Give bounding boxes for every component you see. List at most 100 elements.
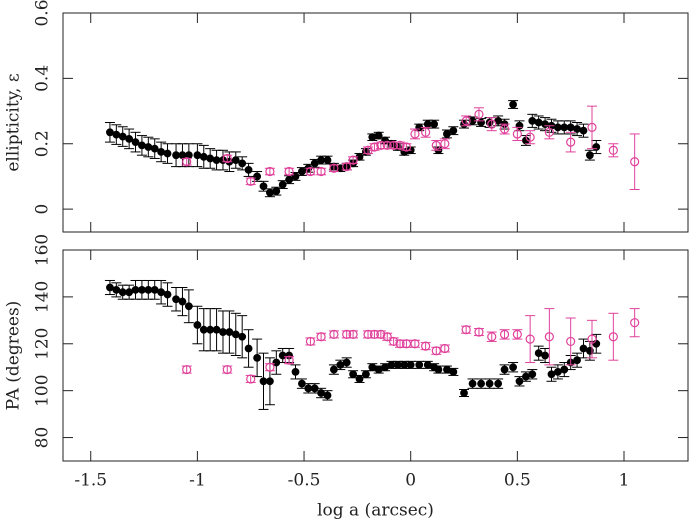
point	[553, 368, 562, 376]
point	[182, 364, 192, 375]
point	[608, 332, 618, 342]
point	[106, 128, 114, 137]
point	[547, 370, 556, 379]
point	[284, 355, 294, 365]
point	[219, 328, 227, 336]
point	[150, 144, 159, 153]
point	[376, 329, 386, 339]
point	[131, 138, 140, 147]
point	[423, 120, 432, 129]
point	[348, 155, 358, 165]
point	[278, 351, 287, 360]
point	[395, 339, 405, 349]
point	[512, 129, 522, 139]
point	[592, 143, 601, 151]
point	[363, 329, 373, 339]
point	[163, 149, 172, 158]
error-bar	[316, 167, 327, 176]
error-bar	[525, 315, 536, 364]
point	[253, 353, 262, 362]
point	[244, 344, 253, 353]
error-bar	[369, 143, 380, 151]
point	[449, 368, 458, 376]
y-tick-label: 0.4	[33, 65, 53, 92]
point	[199, 325, 208, 334]
error-bar	[486, 331, 497, 342]
y-axis-label: PA (degrees)	[4, 301, 24, 411]
point	[231, 330, 240, 339]
point	[443, 365, 451, 374]
point	[368, 363, 377, 372]
point	[212, 156, 221, 164]
x-tick-label: 1	[619, 471, 630, 491]
point	[585, 151, 594, 160]
point	[369, 142, 380, 152]
point	[440, 139, 450, 149]
point	[525, 132, 535, 142]
point	[499, 329, 510, 339]
point	[460, 389, 468, 397]
point	[349, 370, 358, 379]
point	[440, 343, 450, 354]
y-tick-label: 140	[33, 281, 53, 313]
point	[178, 297, 187, 306]
point	[525, 334, 535, 344]
point	[316, 332, 326, 342]
point	[112, 130, 121, 139]
y-tick-label: 0	[33, 204, 53, 215]
point	[329, 329, 339, 339]
point	[374, 131, 383, 140]
point	[382, 140, 392, 150]
point	[199, 152, 208, 161]
point	[246, 374, 256, 384]
error-bar	[512, 329, 523, 340]
point	[144, 285, 153, 294]
point	[474, 327, 484, 337]
point	[172, 151, 180, 160]
point	[573, 356, 581, 365]
point	[587, 334, 597, 344]
point	[485, 379, 494, 388]
point	[298, 167, 306, 176]
error-bar	[439, 138, 450, 150]
error-bar	[348, 156, 359, 164]
point	[259, 377, 268, 386]
point	[387, 360, 396, 369]
error-bar	[401, 143, 412, 151]
point	[431, 140, 441, 150]
error-bar	[431, 139, 442, 151]
point	[389, 140, 399, 150]
point	[231, 156, 240, 164]
point	[131, 285, 140, 294]
point	[266, 377, 274, 386]
point	[172, 295, 180, 304]
error-bar	[608, 312, 619, 361]
point	[415, 360, 424, 369]
point	[410, 129, 420, 139]
point	[500, 365, 509, 374]
point	[474, 109, 484, 119]
point	[528, 116, 537, 125]
point	[544, 127, 554, 137]
point	[291, 172, 300, 181]
point	[499, 124, 510, 134]
point	[323, 156, 332, 164]
x-axis-label: log a (arcsec)	[317, 501, 434, 521]
point	[222, 364, 232, 375]
error-bar	[181, 157, 192, 166]
point	[272, 187, 281, 196]
point	[587, 122, 597, 133]
point	[265, 166, 275, 177]
point	[541, 351, 549, 360]
point	[573, 125, 581, 133]
error-bar	[264, 167, 275, 176]
point	[477, 379, 485, 388]
point	[431, 346, 441, 356]
plot-frame	[62, 249, 689, 462]
point	[342, 358, 351, 367]
point	[443, 130, 451, 138]
error-bar	[245, 177, 256, 186]
point	[304, 384, 313, 393]
point	[138, 285, 146, 294]
point	[534, 349, 543, 358]
